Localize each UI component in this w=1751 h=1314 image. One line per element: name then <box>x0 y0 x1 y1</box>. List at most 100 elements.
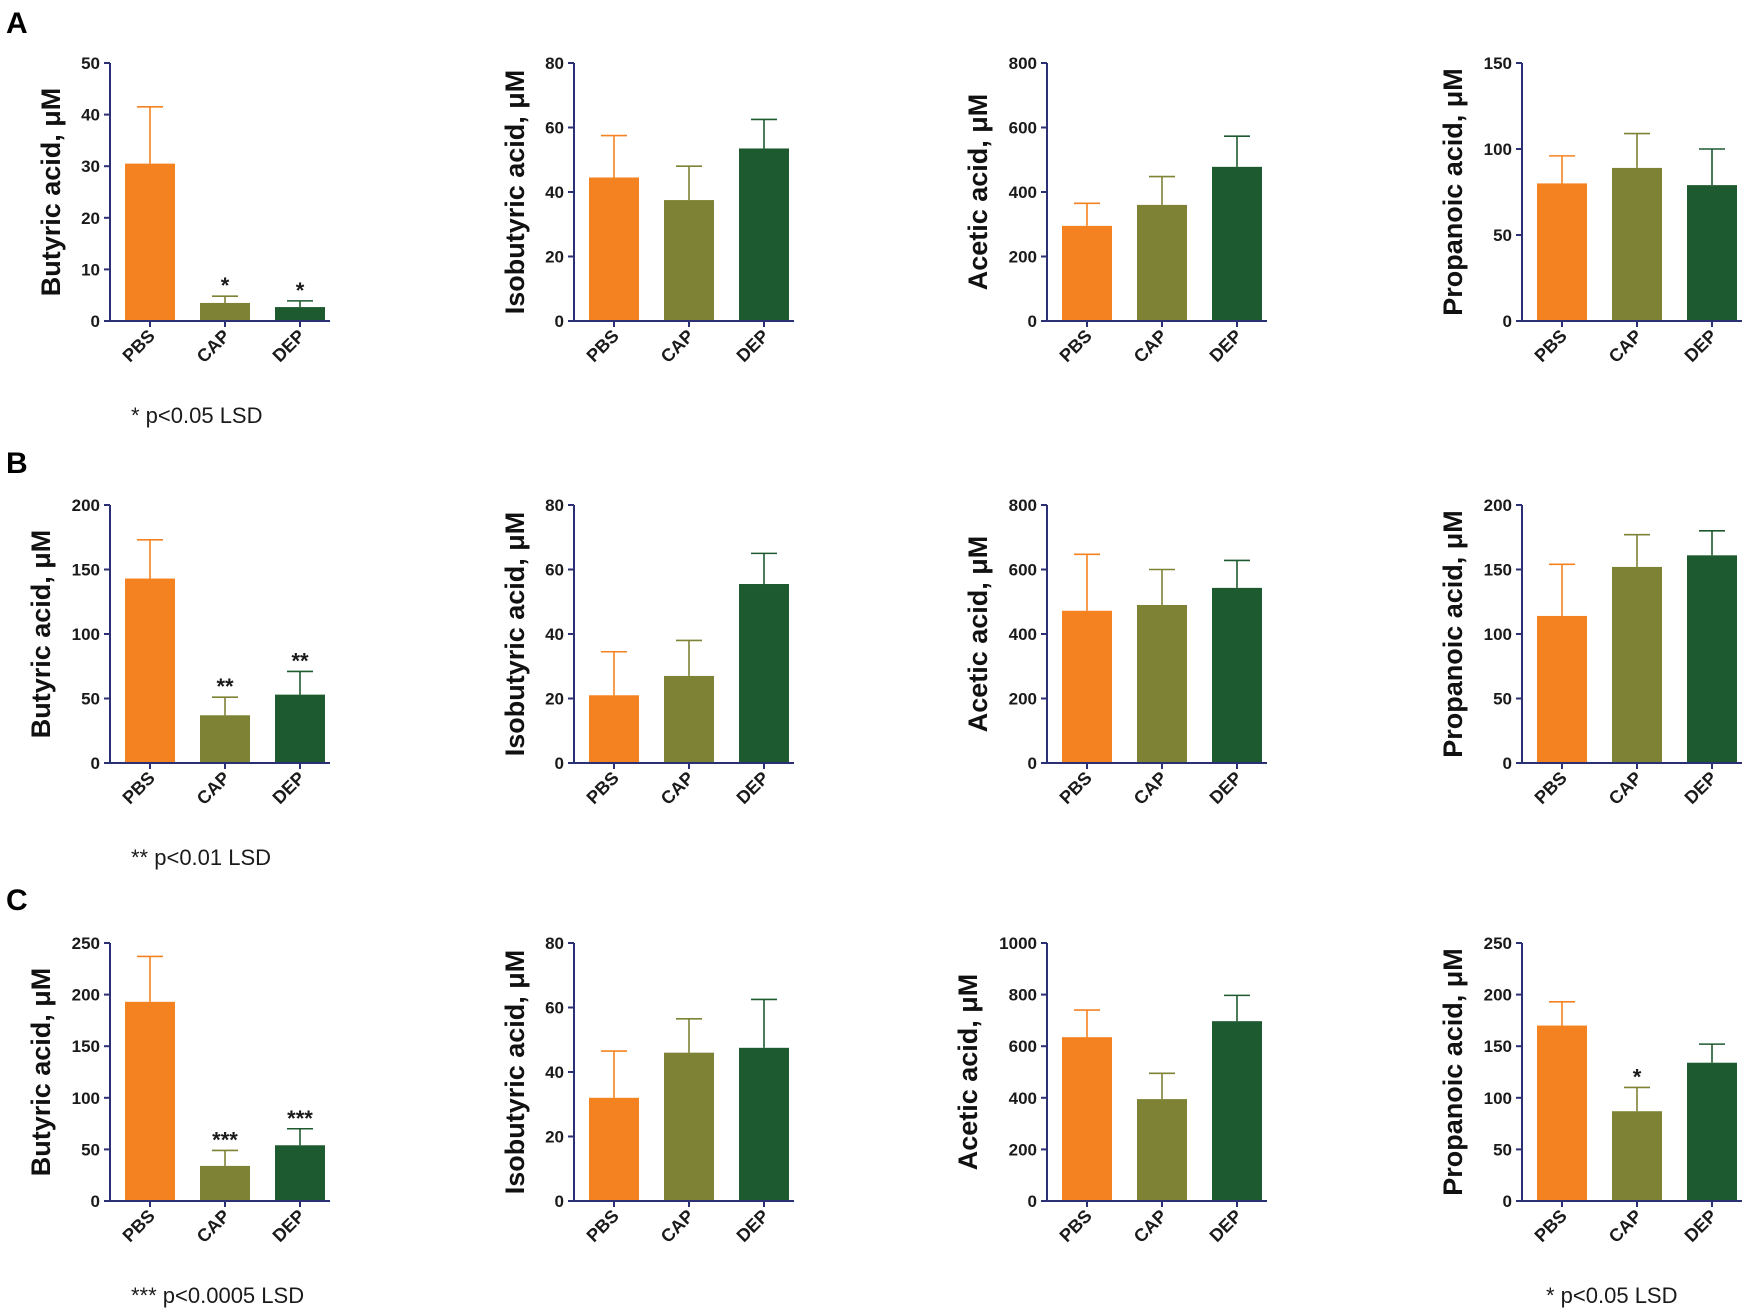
significance-marker: ** <box>291 648 309 673</box>
bar-dep <box>275 694 325 763</box>
bar-pbs <box>1537 183 1587 321</box>
chart-a-4: PBS CAP DEP 0 50 100 150 Propanoic acid, μM <box>1438 54 1742 367</box>
bar-cap <box>1137 604 1187 763</box>
y-tick-label: 800 <box>1009 496 1037 515</box>
y-tick-label: 800 <box>1009 986 1037 1005</box>
category-label: CAP <box>1605 768 1646 809</box>
category-label: DEP <box>1681 326 1721 366</box>
category-label: CAP <box>1130 768 1171 809</box>
bar-cap <box>1612 167 1662 321</box>
category-label: PBS <box>119 1206 159 1246</box>
category-label: PBS <box>1056 1206 1096 1246</box>
bar-dep <box>1687 555 1737 763</box>
y-tick-label: 150 <box>1484 54 1512 73</box>
y-tick-label: 150 <box>72 1037 100 1056</box>
bar-pbs <box>1062 1037 1112 1201</box>
y-tick-label: 100 <box>72 1089 100 1108</box>
significance-marker: * <box>221 273 230 298</box>
bar-pbs <box>125 578 175 763</box>
category-label: DEP <box>269 768 309 808</box>
chart-b-3: PBS CAP DEP 0 200 400 600 800 Acetic acid, μM <box>963 496 1267 809</box>
bar-dep <box>1687 185 1737 321</box>
bar-dep <box>1212 166 1262 321</box>
bar-cap <box>200 1165 250 1201</box>
panel-label-c: C <box>6 884 28 917</box>
category-label: DEP <box>269 326 309 366</box>
y-tick-label: 80 <box>545 934 564 953</box>
significance-marker: *** <box>212 1127 238 1152</box>
y-tick-label: 20 <box>545 248 564 267</box>
chart-c-2: PBS CAP DEP 0 20 40 60 80 Isobutyric acid, μM <box>500 934 794 1247</box>
chart-a-1: PBS * CAP * DEP 0 10 20 30 40 50 Butyric acid, μM <box>36 54 330 367</box>
y-tick-label: 250 <box>72 934 100 953</box>
y-tick-label: 50 <box>81 54 100 73</box>
category-label: DEP <box>1206 1206 1246 1246</box>
bar-cap <box>664 1052 714 1201</box>
chart-b-4: PBS CAP DEP 0 50 100 150 200 Propanoic acid, μM <box>1438 496 1742 809</box>
significance-marker: * <box>1633 1064 1642 1089</box>
y-tick-label: 40 <box>81 106 100 125</box>
y-tick-label: 0 <box>1503 312 1512 331</box>
category-label: DEP <box>1681 768 1721 808</box>
category-label: PBS <box>1531 768 1571 808</box>
category-label: PBS <box>583 326 623 366</box>
y-tick-label: 100 <box>1484 625 1512 644</box>
y-axis-title: Acetic acid, μM <box>963 536 993 733</box>
category-label: CAP <box>1605 1206 1646 1247</box>
category-label: CAP <box>1130 1206 1171 1247</box>
chart-a-3: PBS CAP DEP 0 200 400 600 800 Acetic acid, μM <box>963 54 1267 367</box>
y-tick-label: 0 <box>1503 754 1512 773</box>
category-label: PBS <box>119 326 159 366</box>
y-tick-label: 200 <box>1484 496 1512 515</box>
y-tick-label: 60 <box>545 119 564 138</box>
y-tick-label: 600 <box>1009 561 1037 580</box>
y-tick-label: 150 <box>72 561 100 580</box>
bar-dep <box>1687 1062 1737 1201</box>
y-axis-title: Butyric acid, μM <box>36 88 66 297</box>
y-tick-label: 400 <box>1009 183 1037 202</box>
category-label: PBS <box>1531 1206 1571 1246</box>
bar-pbs <box>589 1097 639 1201</box>
bar-cap <box>664 675 714 763</box>
significance-footnote: *** p<0.0005 LSD <box>131 1283 304 1308</box>
chart-c-4: PBS * CAP DEP 0 50 100 150 200 250 Propanoic acid,… <box>1438 934 1742 1247</box>
y-axis-title: Butyric acid, μM <box>26 530 56 739</box>
category-label: CAP <box>657 768 698 809</box>
y-axis-title: Acetic acid, μM <box>953 974 983 1171</box>
y-tick-label: 40 <box>545 1063 564 1082</box>
y-tick-label: 0 <box>91 1192 100 1211</box>
y-tick-label: 200 <box>1484 986 1512 1005</box>
category-label: CAP <box>657 326 698 367</box>
y-tick-label: 60 <box>545 999 564 1018</box>
significance-footnote: ** p<0.01 LSD <box>131 845 271 870</box>
y-tick-label: 200 <box>1009 1140 1037 1159</box>
y-axis-title: Propanoic acid, μM <box>1438 510 1468 758</box>
category-label: CAP <box>193 326 234 367</box>
y-tick-label: 250 <box>1484 934 1512 953</box>
category-label: PBS <box>1056 768 1096 808</box>
category-label: PBS <box>1056 326 1096 366</box>
panel-label-b: B <box>6 447 28 480</box>
category-label: PBS <box>1531 326 1571 366</box>
bar-pbs <box>1062 225 1112 321</box>
y-tick-label: 400 <box>1009 625 1037 644</box>
significance-marker: ** <box>216 674 234 699</box>
y-tick-label: 150 <box>1484 561 1512 580</box>
y-axis-title: Propanoic acid, μM <box>1438 68 1468 316</box>
y-tick-label: 400 <box>1009 1089 1037 1108</box>
y-tick-label: 800 <box>1009 54 1037 73</box>
chart-b-2: PBS CAP DEP 0 20 40 60 80 Isobutyric acid, μM <box>500 496 794 809</box>
y-tick-label: 150 <box>1484 1037 1512 1056</box>
y-tick-label: 50 <box>81 1140 100 1159</box>
significance-footnote-right: * p<0.05 LSD <box>1546 1283 1677 1308</box>
category-label: PBS <box>583 768 623 808</box>
y-tick-label: 200 <box>1009 690 1037 709</box>
y-tick-label: 0 <box>91 754 100 773</box>
y-tick-label: 0 <box>1028 1192 1037 1211</box>
significance-marker: *** <box>287 1106 313 1131</box>
category-label: DEP <box>1206 326 1246 366</box>
bar-pbs <box>589 695 639 763</box>
